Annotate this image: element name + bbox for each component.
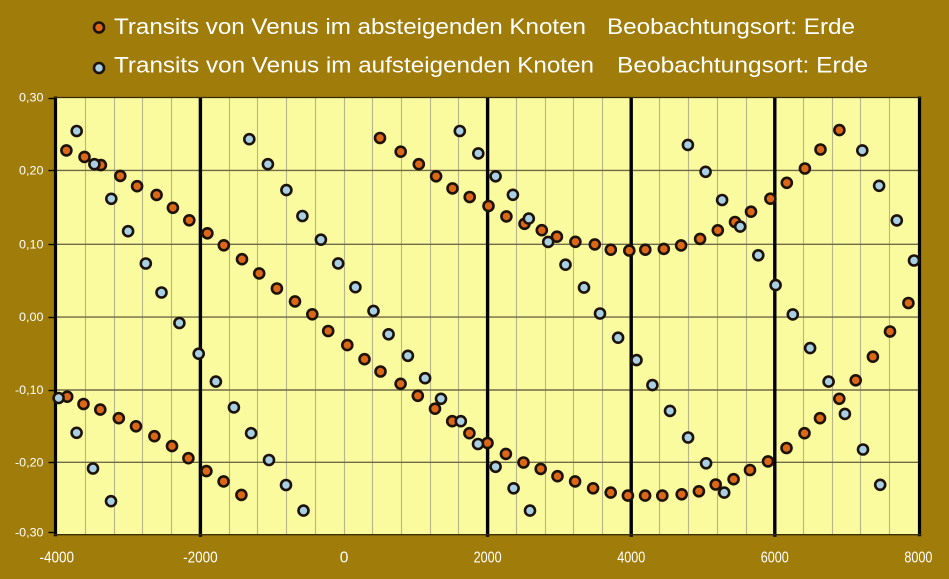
- svg-text:4000: 4000: [617, 550, 645, 567]
- svg-text:0,00: 0,00: [19, 312, 44, 324]
- svg-text:2000: 2000: [474, 550, 502, 567]
- svg-text:Transits von Venus im absteige: Transits von Venus im absteigenden Knote…: [114, 14, 586, 39]
- svg-text:Transits von Venus im aufsteig: Transits von Venus im aufsteigenden Knot…: [114, 53, 594, 78]
- svg-text:0,20: 0,20: [19, 165, 44, 177]
- svg-text:0: 0: [340, 550, 349, 567]
- svg-text:-2000: -2000: [183, 550, 218, 567]
- svg-text:-0,30: -0,30: [15, 527, 44, 539]
- svg-text:-4000: -4000: [40, 550, 75, 567]
- svg-text:Beobachtungsort: Erde: Beobachtungsort: Erde: [617, 53, 868, 78]
- svg-text:0,10: 0,10: [19, 239, 44, 251]
- svg-text:0,30: 0,30: [19, 93, 44, 105]
- svg-text:-0,10: -0,10: [15, 385, 44, 397]
- svg-text:8000: 8000: [904, 550, 932, 567]
- svg-text:Beobachtungsort: Erde: Beobachtungsort: Erde: [607, 14, 855, 39]
- svg-text:-0,20: -0,20: [15, 457, 44, 469]
- svg-text:6000: 6000: [761, 550, 789, 567]
